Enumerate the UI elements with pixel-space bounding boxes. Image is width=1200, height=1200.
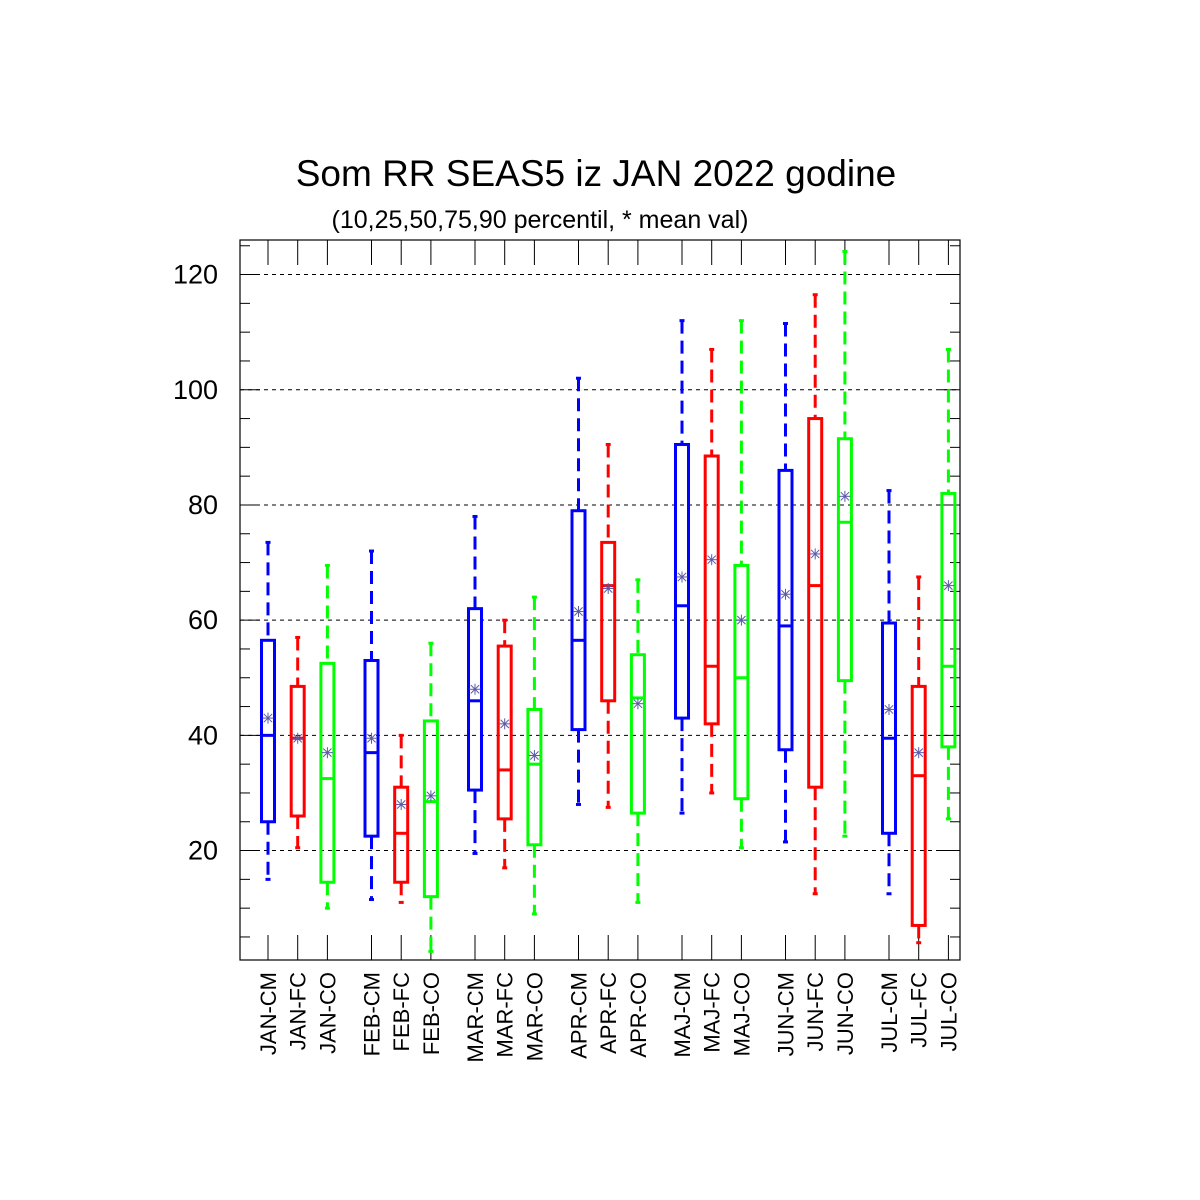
iqr-box: [496, 644, 513, 821]
x-tick-label: MAJ-FC: [700, 972, 725, 1053]
box-JUL-CO: [940, 347, 957, 821]
mean-marker: [840, 491, 850, 501]
box-JUL-CM: [881, 489, 897, 896]
mean-marker: [914, 748, 924, 758]
chart-title: Som RR SEAS5 iz JAN 2022 godine: [296, 153, 897, 194]
box-JUN-CO: [836, 250, 853, 838]
box-APR-CO: [629, 578, 646, 904]
mean-marker: [322, 748, 332, 758]
box-MAR-FC: [496, 618, 513, 870]
box-FEB-FC: [393, 733, 410, 904]
x-tick-label: JUL-CM: [877, 972, 902, 1053]
x-tick-label: JUN-CM: [774, 972, 799, 1056]
x-tick-label: JAN-CO: [315, 972, 340, 1054]
x-tick-label: JUL-CO: [936, 972, 961, 1051]
x-tick-label: APR-CM: [567, 972, 592, 1059]
iqr-box: [836, 437, 853, 683]
mean-marker: [367, 733, 376, 743]
y-tick-label: 40: [188, 720, 218, 750]
y-tick-label: 120: [173, 260, 218, 290]
x-tick-label: MAJ-CM: [670, 972, 695, 1058]
y-tick-label: 80: [188, 490, 218, 520]
box-JUN-FC: [807, 293, 824, 896]
x-tick-label: JUN-CO: [833, 972, 858, 1055]
x-tick-label: JAN-FC: [286, 972, 311, 1050]
iqr-box: [940, 491, 957, 749]
x-tick-label: JUN-FC: [803, 972, 828, 1052]
mean-marker: [633, 699, 643, 709]
x-tick-label: JAN-CM: [256, 972, 281, 1055]
mean-marker: [736, 615, 746, 625]
y-tick-label: 60: [188, 605, 218, 635]
box-MAR-CO: [526, 595, 543, 916]
mean-marker: [603, 584, 613, 593]
iqr-box: [910, 684, 927, 927]
iqr-box: [289, 684, 306, 818]
iqr-box: [807, 417, 824, 789]
iqr-box: [703, 454, 720, 726]
box-JUL-FC: [910, 575, 927, 945]
iqr-box: [526, 707, 543, 847]
box-JUN-CM: [777, 322, 794, 844]
y-tick-label: 100: [173, 375, 218, 405]
box-JAN-CO: [319, 563, 336, 910]
iqr-box: [570, 509, 587, 732]
chart-subtitle: (10,25,50,75,90 percentil, * mean val): [332, 206, 749, 234]
box-FEB-CO: [422, 641, 439, 953]
mean-marker: [426, 791, 436, 801]
x-tick-label: APR-CO: [626, 972, 651, 1058]
iqr-box: [674, 442, 690, 720]
box-APR-CM: [570, 376, 587, 806]
grid-lines: [240, 274, 960, 852]
y-axis: 20 40 60 80 100 120: [173, 245, 960, 938]
iqr-box: [629, 653, 646, 815]
mean-marker: [500, 719, 510, 729]
iqr-box: [777, 468, 794, 752]
box-MAJ-FC: [703, 347, 720, 795]
iqr-box: [733, 563, 750, 801]
x-tick-label: MAJ-CO: [729, 972, 754, 1056]
iqr-box: [319, 661, 336, 884]
x-tick-label: FEB-CM: [360, 972, 385, 1056]
mean-marker: [707, 555, 717, 565]
y-tick-label: 20: [188, 836, 218, 866]
box-MAJ-CM: [674, 319, 690, 815]
x-tick-label: MAR-FC: [493, 972, 518, 1058]
mean-marker: [781, 589, 790, 599]
x-tick-label: MAR-CM: [463, 972, 488, 1062]
mean-marker: [677, 572, 687, 582]
x-tick-label: FEB-CO: [419, 972, 444, 1055]
box-FEB-CM: [363, 549, 380, 902]
iqr-box: [363, 658, 380, 838]
x-tick-label: FEB-FC: [389, 972, 414, 1052]
x-axis: JAN-CM JAN-FC JAN-CO FEB-CM FEB-FC FEB-CO MAR-…: [256, 240, 961, 1062]
x-tick-label: MAR-CO: [522, 972, 547, 1061]
mean-marker: [574, 607, 583, 616]
x-tick-label: APR-FC: [596, 972, 621, 1054]
iqr-box: [881, 621, 897, 835]
box-MAJ-CO: [733, 319, 750, 850]
box-MAR-CM: [467, 514, 483, 855]
mean-marker: [293, 733, 303, 743]
plot-frame: [239, 239, 961, 961]
box-plots: [260, 250, 957, 953]
mean-marker: [396, 800, 406, 809]
x-tick-label: JUL-FC: [907, 972, 932, 1048]
mean-marker: [470, 684, 480, 694]
mean-marker: [529, 751, 539, 760]
mean-marker: [943, 581, 953, 591]
iqr-box: [422, 719, 439, 899]
box-JAN-FC: [289, 635, 306, 850]
mean-marker: [263, 713, 273, 723]
box-JAN-CM: [260, 540, 276, 881]
mean-marker: [884, 704, 894, 714]
mean-marker: [810, 549, 820, 559]
box-APR-FC: [600, 442, 617, 809]
iqr-box: [600, 540, 617, 703]
iqr-box: [260, 638, 276, 824]
